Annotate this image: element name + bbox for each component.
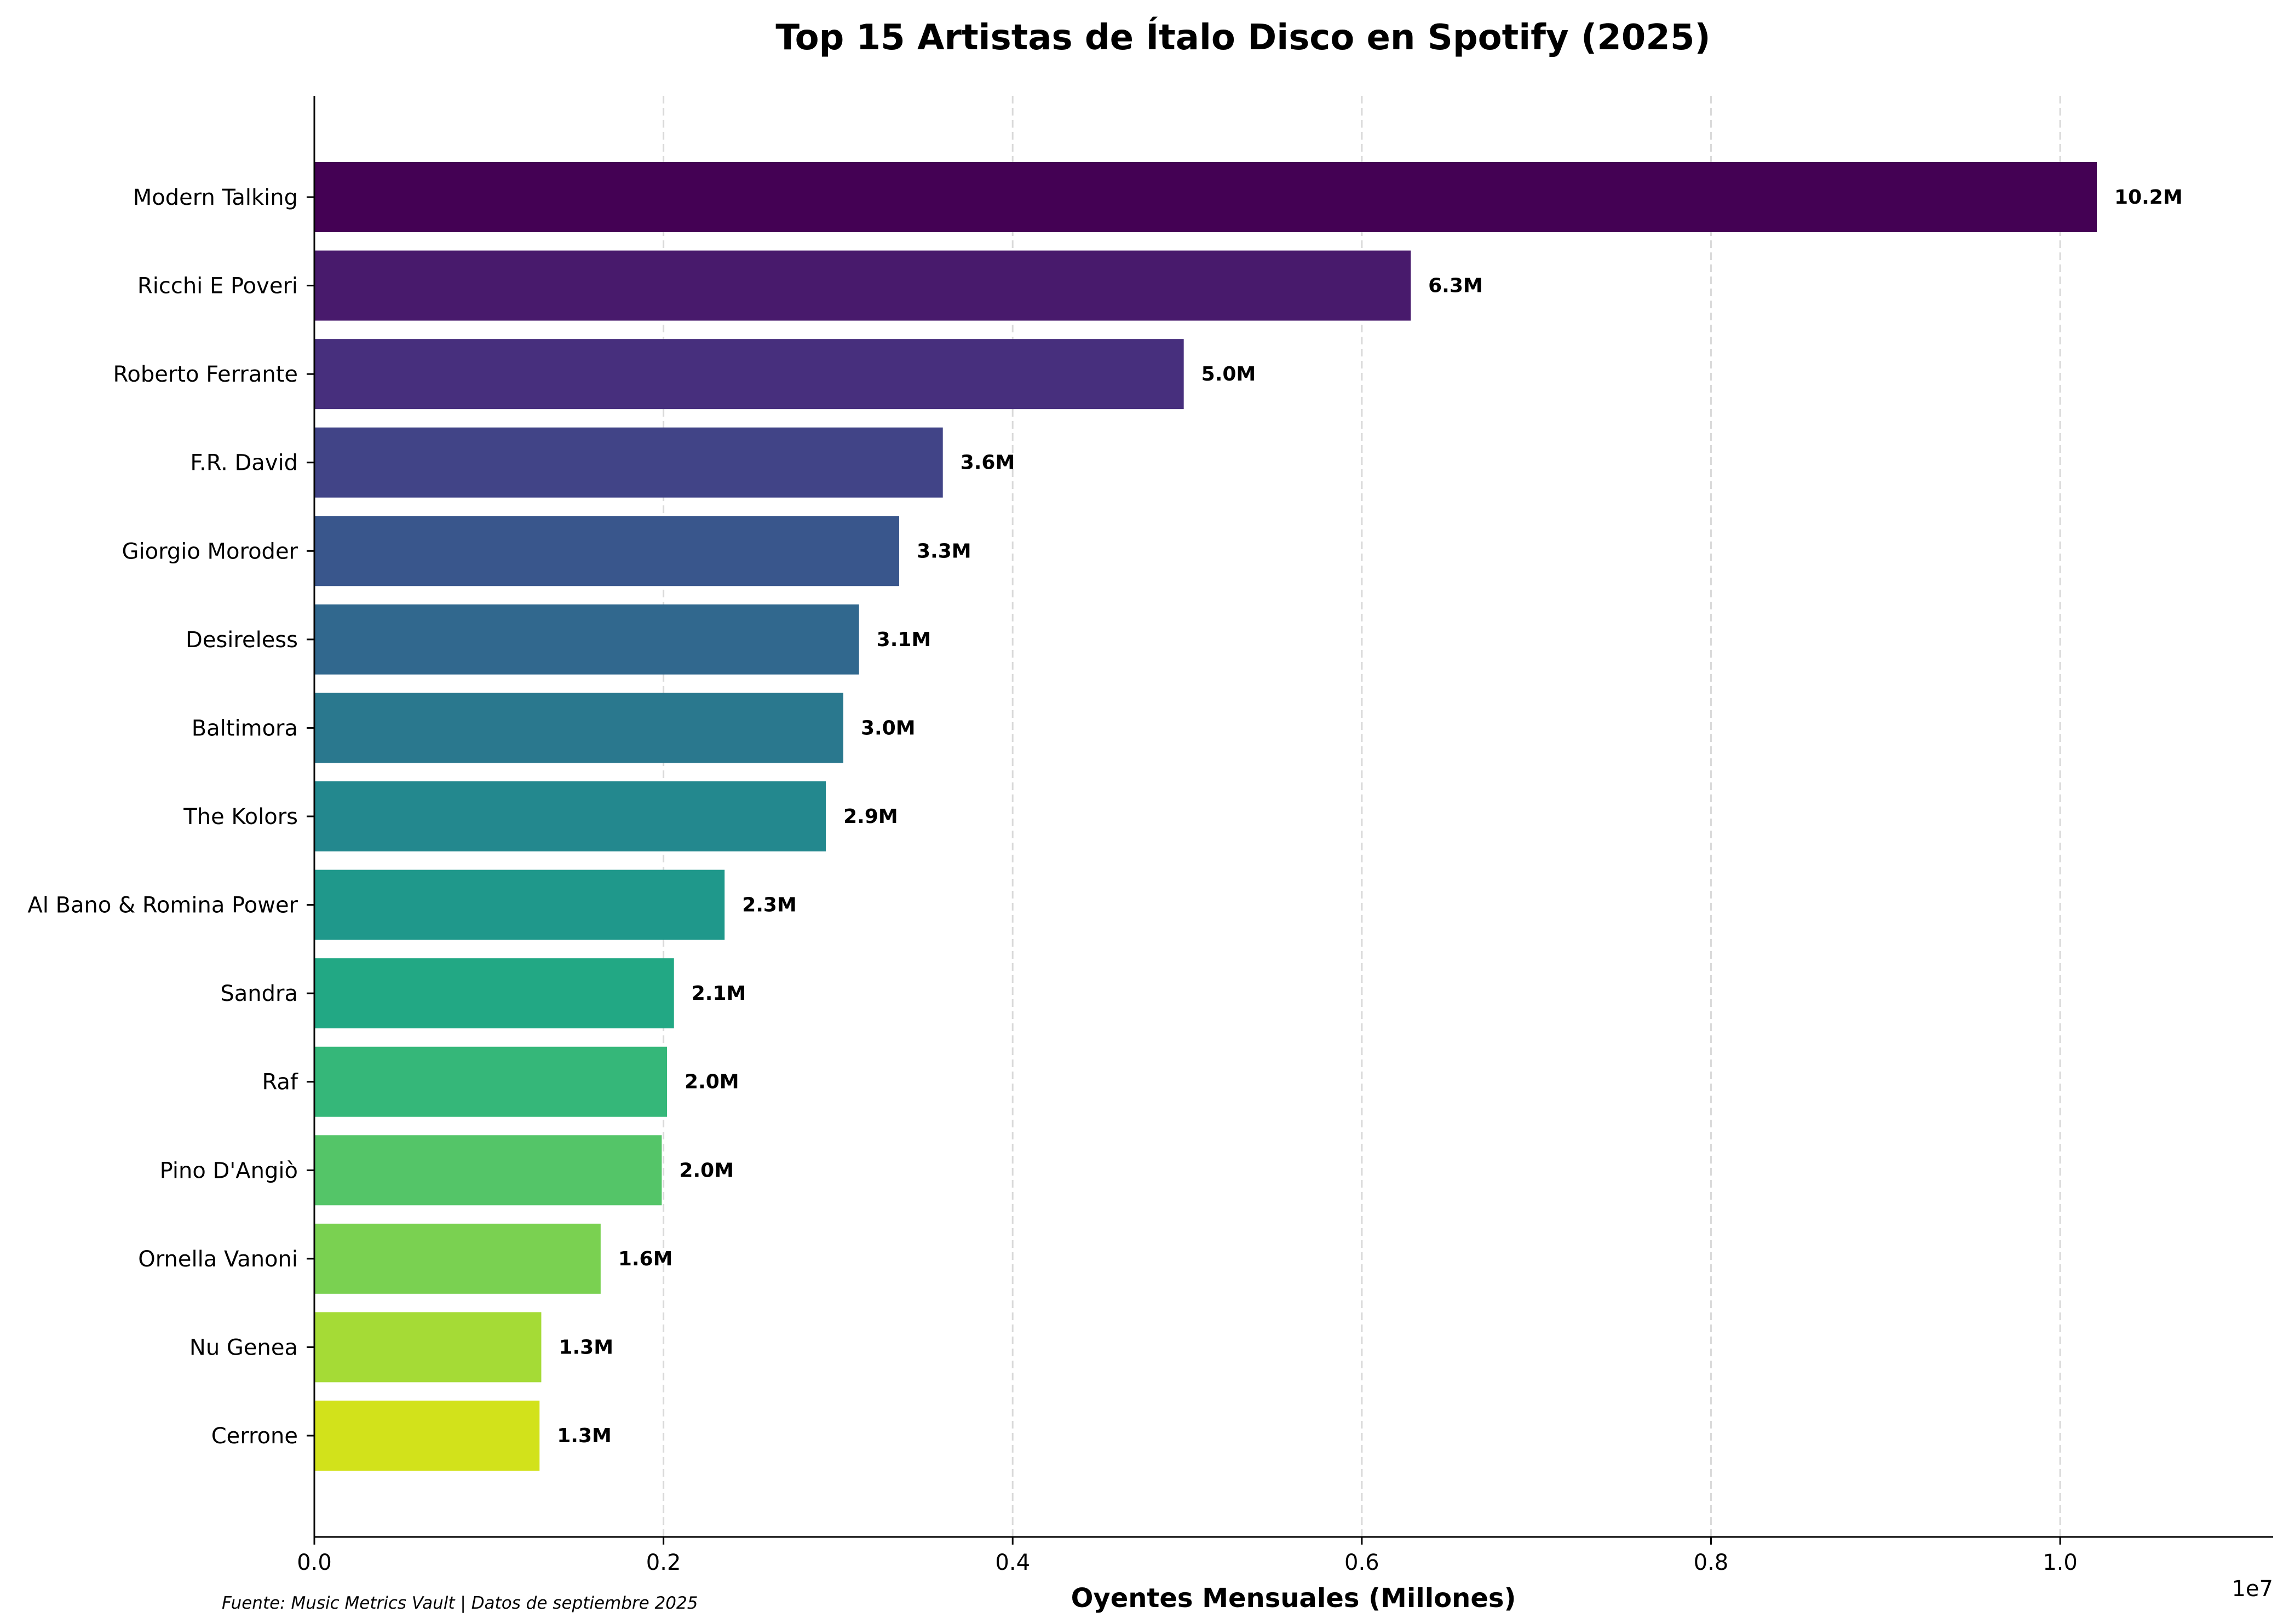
x-tick-label: 0.6 [1344, 1550, 1379, 1575]
category-label: Nu Genea [189, 1335, 298, 1360]
category-label: Ornella Vanoni [138, 1247, 298, 1272]
category-label: Modern Talking [133, 185, 298, 210]
value-label: 3.3M [917, 540, 971, 562]
category-label: Desireless [186, 627, 298, 653]
x-ticks: 0.0 0.2 0.4 0.6 0.8 1.0 [297, 1537, 2078, 1575]
value-label: 2.3M [742, 894, 797, 917]
bar [314, 427, 943, 498]
value-label: 1.6M [618, 1248, 673, 1270]
axis-offset-label: 1e7 [2232, 1576, 2273, 1602]
value-label: 2.0M [685, 1071, 739, 1093]
category-label: Cerrone [211, 1424, 298, 1449]
category-label: Al Bano & Romina Power [27, 893, 298, 918]
bar [314, 958, 674, 1029]
bar [314, 1401, 540, 1471]
x-tick-label: 0.8 [1694, 1550, 1729, 1575]
x-tick-label: 0.2 [646, 1550, 681, 1575]
value-label: 1.3M [557, 1425, 612, 1447]
category-label: F.R. David [190, 451, 298, 476]
bar [314, 250, 1411, 321]
value-label: 5.0M [1201, 363, 1256, 385]
value-label: 3.0M [861, 717, 916, 739]
x-axis-label: Oyentes Mensuales (Millones) [1071, 1583, 1516, 1614]
category-label: Baltimora [192, 716, 298, 741]
bar [314, 1135, 662, 1206]
category-label: Raf [262, 1070, 298, 1095]
x-tick-label: 1.0 [2043, 1550, 2078, 1575]
bar [314, 1223, 601, 1294]
category-label: Ricchi E Poveri [137, 274, 298, 299]
bars [314, 162, 2097, 1471]
bar [314, 1312, 542, 1383]
category-label: Sandra [220, 981, 298, 1006]
bar [314, 162, 2097, 232]
value-label: 2.1M [692, 982, 746, 1005]
bar [314, 1046, 667, 1117]
bar [314, 339, 1184, 410]
value-label: 2.9M [843, 805, 898, 828]
value-label: 3.1M [877, 629, 931, 651]
bar [314, 781, 826, 851]
bar [314, 869, 725, 940]
value-label: 10.2M [2114, 186, 2183, 209]
category-label: Giorgio Moroder [122, 539, 298, 564]
category-label: Roberto Ferrante [113, 362, 298, 387]
bar [314, 604, 859, 675]
value-labels: 10.2M 6.3M 5.0M 3.6M 3.3M 3.1M 3.0M 2.9M 2.3M 2.1… [557, 186, 2182, 1447]
source-note: Fuente: Music Metrics Vault | Datos de s… [222, 1593, 698, 1613]
category-labels: Modern Talking Ricchi E Poveri Roberto Fer… [27, 185, 314, 1449]
value-label: 3.6M [961, 452, 1015, 474]
bar [314, 516, 899, 586]
x-tick-label: 0.4 [995, 1550, 1030, 1575]
value-label: 6.3M [1428, 275, 1483, 297]
category-label: Pino D'Angiò [160, 1158, 298, 1183]
chart-title: Top 15 Artistas de Ítalo Disco en Spotif… [775, 16, 1710, 58]
bar [314, 693, 843, 763]
x-tick-label: 0.0 [297, 1550, 332, 1575]
value-label: 2.0M [679, 1159, 734, 1182]
category-label: The Kolors [183, 804, 298, 830]
value-label: 1.3M [559, 1336, 613, 1358]
